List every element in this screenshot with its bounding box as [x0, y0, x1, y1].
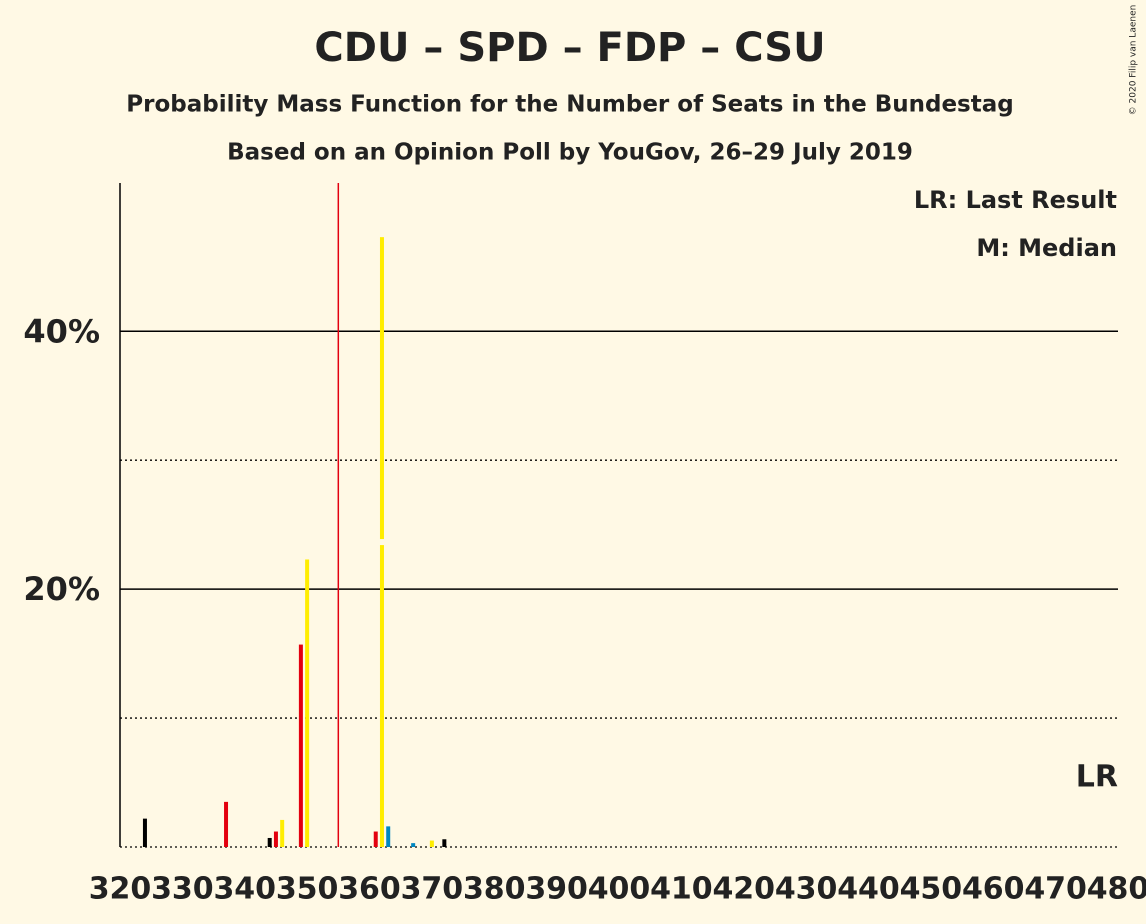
chart-title: CDU – SPD – FDP – CSU	[314, 25, 825, 71]
bar	[298, 644, 303, 847]
bar	[224, 801, 229, 847]
x-tick-label: 420	[712, 872, 775, 907]
copyright: © 2020 Filip van Laenen	[1129, 5, 1139, 116]
x-tick-label: 350	[276, 872, 339, 907]
bar	[411, 843, 416, 847]
x-tick-label: 360	[338, 872, 401, 907]
bar	[429, 840, 434, 847]
bar	[280, 819, 285, 847]
y-tick-label: 20%	[23, 570, 100, 608]
bar	[142, 818, 147, 847]
x-tick-label: 330	[151, 872, 214, 907]
bar	[305, 559, 310, 847]
x-tick-label: 320	[89, 872, 152, 907]
x-tick-label: 460	[962, 872, 1025, 907]
x-tick-label: 390	[525, 872, 588, 907]
x-tick-label: 450	[900, 872, 963, 907]
x-tick-label: 410	[650, 872, 713, 907]
x-tick-label: 400	[588, 872, 651, 907]
median-marker	[378, 539, 385, 546]
x-tick-label: 440	[837, 872, 900, 907]
bar	[373, 831, 378, 847]
bar	[442, 839, 447, 847]
x-tick-label: 430	[775, 872, 838, 907]
x-tick-label: 340	[213, 872, 276, 907]
legend-entry: LR: Last Result	[914, 186, 1117, 214]
bar	[273, 831, 278, 847]
x-tick-label: 480	[1087, 872, 1146, 907]
x-tick-label: 370	[401, 872, 464, 907]
legend-entry: M: Median	[976, 234, 1117, 262]
x-tick-label: 380	[463, 872, 526, 907]
y-tick-label: 40%	[23, 312, 100, 350]
bar	[386, 826, 391, 847]
x-tick-label: 470	[1024, 872, 1087, 907]
chart-subtitle: Based on an Opinion Poll by YouGov, 26–2…	[227, 140, 913, 166]
bar	[267, 837, 272, 847]
chart-subtitle: Probability Mass Function for the Number…	[126, 92, 1013, 118]
last-result-label: LR	[1076, 760, 1118, 795]
